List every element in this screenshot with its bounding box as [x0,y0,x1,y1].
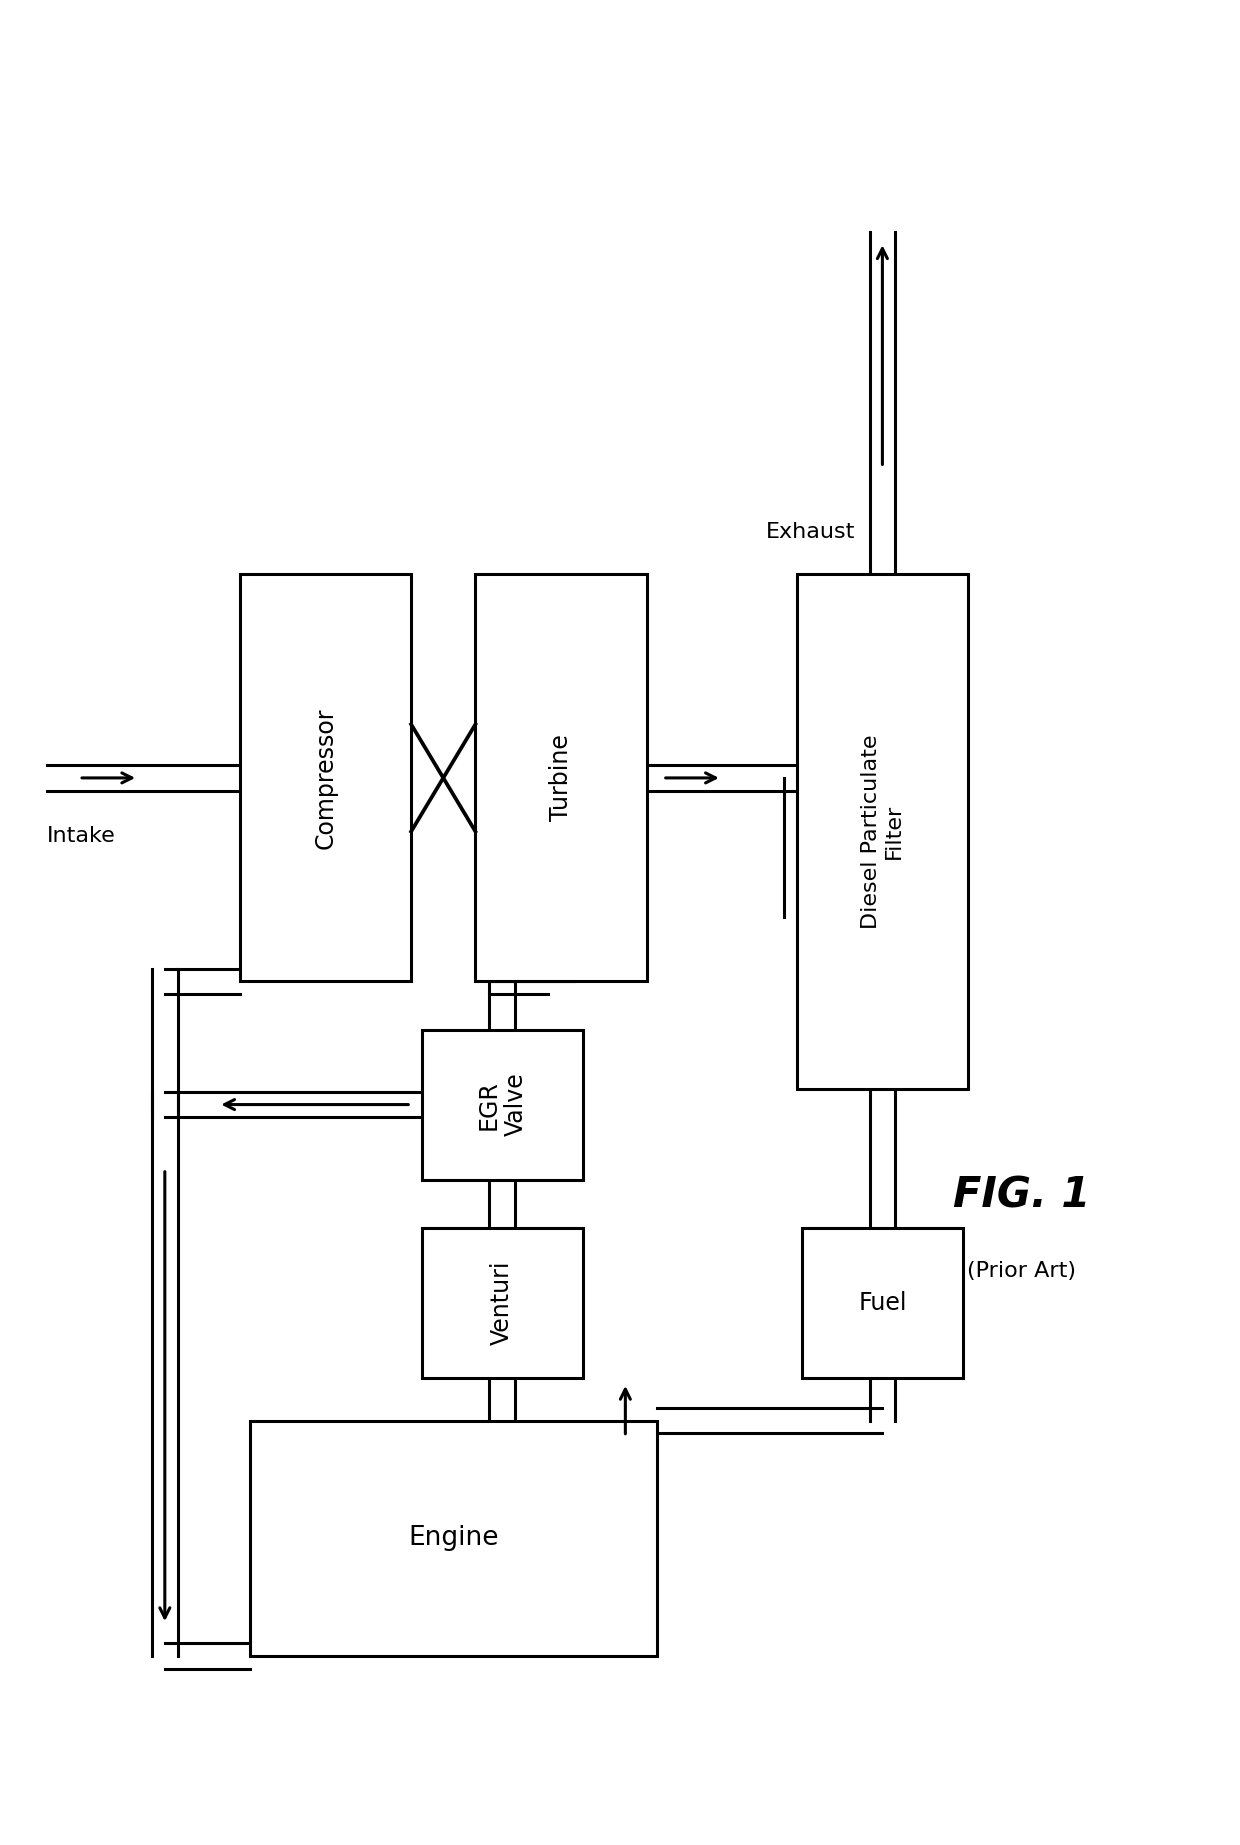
Bar [239,574,412,982]
Text: Turbine: Turbine [549,734,573,821]
Text: Diesel Particulate
Filter: Diesel Particulate Filter [861,734,904,928]
Text: Compressor: Compressor [314,707,337,849]
Text: (Prior Art): (Prior Art) [967,1260,1076,1280]
Bar [422,1227,583,1378]
Bar [475,574,647,982]
Text: FIG. 1: FIG. 1 [954,1175,1090,1216]
Text: Exhaust: Exhaust [766,522,856,542]
Text: Engine: Engine [409,1526,500,1552]
Text: Intake: Intake [47,827,115,847]
Text: EGR
Valve: EGR Valve [476,1072,528,1137]
Bar [802,1227,962,1378]
Text: Venturi: Venturi [490,1260,515,1345]
Text: Fuel: Fuel [858,1292,906,1315]
Bar [250,1421,657,1657]
Bar [797,574,968,1089]
Bar [422,1030,583,1179]
